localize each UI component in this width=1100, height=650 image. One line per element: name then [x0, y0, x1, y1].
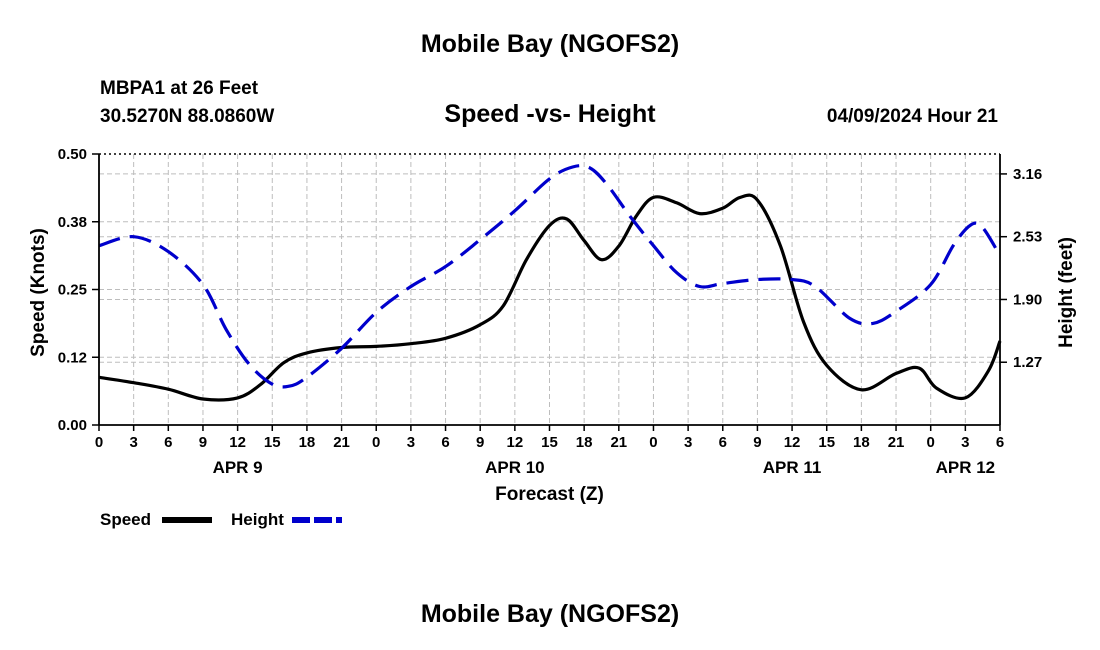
- x-tick-label: 3: [961, 434, 969, 451]
- right-tick-label: 1.27: [1013, 354, 1042, 371]
- legend-label-height: Height: [231, 510, 284, 529]
- x-tick-label: 18: [299, 434, 316, 451]
- axis-labels: 0.00 0.12 0.25 0.38 0.50 1.27 1.90 2.53 3.16 0 3 6 9…: [28, 146, 1077, 505]
- left-tick-label: 0.25: [58, 282, 87, 299]
- footer-title: Mobile Bay (NGOFS2): [420, 600, 680, 628]
- x-tick-label: 0: [649, 434, 657, 451]
- page-title: Mobile Bay (NGOFS2): [420, 30, 680, 58]
- x-tick-label: 0: [927, 434, 935, 451]
- x-tick-label: 6: [719, 434, 727, 451]
- station-coordinates: 30.5270N 88.0860W: [100, 106, 275, 127]
- plot-frame: [92, 153, 1007, 431]
- grid: [99, 154, 1000, 425]
- x-tick-label: 3: [407, 434, 415, 451]
- x-tick-label: 12: [229, 434, 246, 451]
- x-tick-label: 6: [441, 434, 449, 451]
- day-label: APR 10: [485, 458, 545, 477]
- height-series-line: [98, 164, 1002, 389]
- legend-label-speed: Speed: [100, 510, 151, 529]
- x-tick-label: 18: [853, 434, 870, 451]
- left-tick-label: 0.12: [58, 349, 87, 366]
- x-tick-label: 18: [576, 434, 593, 451]
- x-tick-label: 9: [199, 434, 207, 451]
- x-tick-label: 15: [818, 434, 835, 451]
- x-tick-label: 9: [476, 434, 484, 451]
- x-tick-label: 12: [507, 434, 524, 451]
- day-label: APR 12: [936, 458, 996, 477]
- chart-subtitle: Speed -vs- Height: [444, 100, 656, 128]
- left-axis-title: Speed (Knots): [28, 228, 49, 357]
- x-tick-label: 3: [684, 434, 692, 451]
- x-tick-label: 6: [164, 434, 172, 451]
- x-tick-label: 15: [541, 434, 558, 451]
- x-tick-label: 3: [129, 434, 137, 451]
- day-label: APR 9: [213, 458, 263, 477]
- x-tick-label: 0: [372, 434, 380, 451]
- x-tick-label: 15: [264, 434, 281, 451]
- x-tick-label: 12: [784, 434, 801, 451]
- right-axis-title: Height (feet): [1056, 237, 1077, 348]
- speed-series-line: [98, 193, 1002, 402]
- x-axis-title: Forecast (Z): [495, 484, 604, 505]
- x-tick-label: 21: [333, 434, 350, 451]
- legend: Speed Height: [100, 510, 342, 529]
- right-tick-label: 2.53: [1013, 229, 1042, 246]
- station-label: MBPA1 at 26 Feet: [100, 78, 259, 99]
- left-tick-label: 0.38: [58, 214, 87, 231]
- left-tick-label: 0.00: [58, 417, 87, 434]
- series-layer: [98, 164, 1002, 402]
- left-tick-label: 0.50: [58, 146, 87, 163]
- right-tick-label: 1.90: [1013, 291, 1042, 308]
- x-tick-label: 21: [610, 434, 627, 451]
- day-label: APR 11: [763, 458, 822, 477]
- x-tick-label: 6: [996, 434, 1004, 451]
- x-tick-label: 0: [95, 434, 103, 451]
- right-tick-label: 3.16: [1013, 166, 1042, 183]
- x-tick-label: 9: [753, 434, 761, 451]
- forecast-datetime: 04/09/2024 Hour 21: [826, 106, 998, 127]
- x-tick-label: 21: [888, 434, 905, 451]
